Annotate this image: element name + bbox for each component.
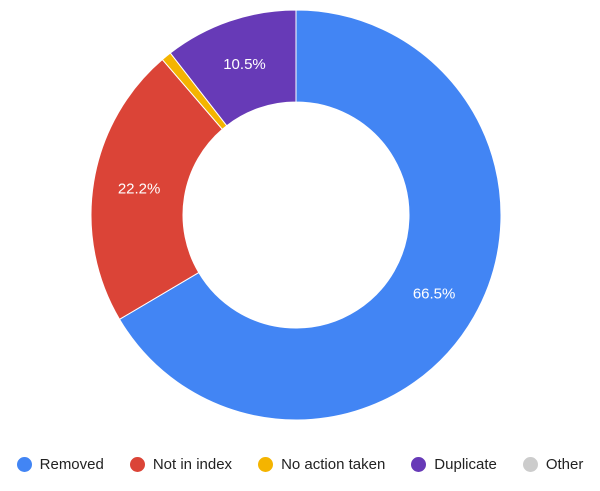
slice-label-not-in-index: 22.2% bbox=[118, 181, 161, 198]
legend-label-duplicate: Duplicate bbox=[434, 455, 497, 473]
legend-swatch-no-action-taken bbox=[258, 456, 274, 472]
donut-chart-svg: 66.5% 22.2% 10.5% bbox=[90, 9, 502, 421]
legend-item-other[interactable]: Other bbox=[522, 455, 584, 473]
legend-label-other: Other bbox=[545, 455, 584, 473]
legend-item-not-in-index[interactable]: Not in index bbox=[129, 455, 233, 473]
legend-swatch-removed bbox=[16, 456, 32, 472]
legend-swatch-duplicate bbox=[411, 456, 427, 472]
legend-item-no-action-taken[interactable]: No action taken bbox=[258, 456, 385, 473]
legend-label-not-in-index: Not in index bbox=[152, 455, 233, 473]
legend-label-no-action-taken: No action taken bbox=[281, 455, 386, 473]
legend-item-removed[interactable]: Removed bbox=[16, 455, 104, 473]
legend-item-duplicate[interactable]: Duplicate bbox=[411, 456, 497, 473]
slice-label-duplicate: 10.5% bbox=[223, 56, 266, 73]
slice-label-removed: 66.5% bbox=[413, 285, 456, 302]
legend-label-removed: Removed bbox=[39, 455, 104, 473]
legend-swatch-other bbox=[522, 456, 538, 472]
legend-swatch-not-in-index bbox=[129, 456, 145, 472]
slice-duplicate[interactable] bbox=[169, 9, 297, 127]
chart-legend: Removed Not in index No action taken Duplic… bbox=[0, 452, 600, 476]
slice-removed[interactable] bbox=[118, 9, 502, 421]
slice-not-in-index[interactable] bbox=[90, 58, 224, 321]
